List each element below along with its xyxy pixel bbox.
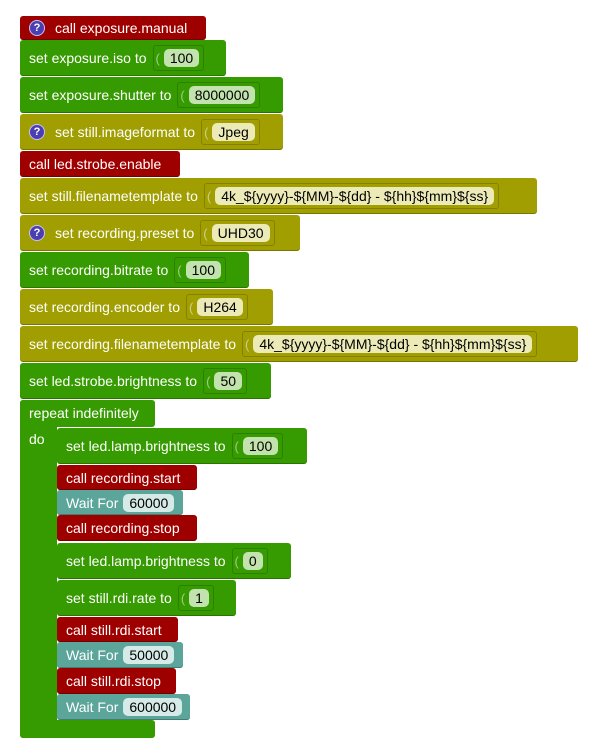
block-label: set recording.preset to — [55, 225, 195, 241]
block-label: call exposure.manual — [55, 20, 188, 36]
call-led-strobe-enable-block[interactable]: call led.strobe.enable — [20, 151, 180, 177]
block-label: set recording.encoder to — [29, 299, 180, 315]
block-label: set led.lamp.brightness to — [66, 553, 226, 569]
do-label: do — [29, 431, 45, 447]
set-exposure-iso-block[interactable]: set exposure.iso to 100 — [20, 40, 226, 76]
block-label: Wait For — [66, 494, 119, 511]
value-field[interactable]: 4k_${yyyy}-${MM}-${dd} - ${hh}${mm}${ss} — [215, 187, 495, 205]
value-field[interactable]: UHD30 — [211, 224, 270, 242]
call-still-rdi-stop-block[interactable]: call still.rdi.stop — [57, 668, 176, 694]
call-exposure-manual-block[interactable]: ? call exposure.manual — [20, 16, 206, 40]
value-field[interactable]: 4k_${yyyy}-${MM}-${dd} - ${hh}${mm}${ss} — [253, 335, 533, 353]
block-label: set led.strobe.brightness to — [29, 373, 198, 389]
set-led-lamp-brightness-block[interactable]: set led.lamp.brightness to 100 — [57, 428, 307, 464]
value-field[interactable]: H264 — [197, 298, 243, 316]
block-label: set still.filenametemplate to — [29, 188, 198, 204]
value-field[interactable]: 100 — [185, 261, 221, 279]
block-label: set recording.bitrate to — [29, 262, 169, 278]
value-field[interactable]: 100 — [163, 49, 200, 67]
value-field[interactable]: 1 — [189, 589, 209, 607]
repeat-label: repeat indefinitely — [29, 405, 139, 421]
block-label: set exposure.shutter to — [29, 87, 172, 103]
value-field[interactable]: 8000000 — [188, 86, 256, 104]
block-label: set still.rdi.rate to — [66, 590, 172, 606]
block-label: set recording.filenametemplate to — [29, 336, 236, 352]
value-field[interactable]: 600000 — [123, 698, 183, 716]
help-icon[interactable]: ? — [29, 124, 45, 140]
set-still-rdi-rate-block[interactable]: set still.rdi.rate to 1 — [57, 580, 236, 616]
wait-for-block[interactable]: Wait For 60000 — [57, 490, 183, 515]
block-label: Wait For — [66, 647, 119, 663]
value-field[interactable]: 100 — [242, 437, 279, 455]
value-field[interactable]: 50 — [214, 372, 243, 390]
call-recording-start-block[interactable]: call recording.start — [57, 465, 197, 490]
set-led-lamp-brightness-block[interactable]: set led.lamp.brightness to 0 — [57, 543, 291, 579]
value-field[interactable]: Jpeg — [212, 123, 255, 141]
set-still-filenametemplate-block[interactable]: set still.filenametemplate to 4k_${yyyy}-… — [20, 178, 537, 214]
block-label: call led.strobe.enable — [29, 156, 162, 172]
wait-for-block[interactable]: Wait For 50000 — [57, 642, 183, 668]
block-label: Wait For — [66, 699, 119, 715]
block-label: call recording.stop — [66, 520, 180, 536]
value-field[interactable]: 60000 — [123, 493, 175, 512]
call-recording-stop-block[interactable]: call recording.stop — [57, 515, 197, 541]
value-field[interactable]: 50000 — [123, 646, 175, 664]
wait-for-block[interactable]: Wait For 600000 — [57, 694, 190, 720]
call-still-rdi-start-block[interactable]: call still.rdi.start — [57, 617, 178, 642]
block-label: call still.rdi.start — [66, 621, 162, 638]
block-label: set led.lamp.brightness to — [66, 438, 226, 454]
set-recording-bitrate-block[interactable]: set recording.bitrate to 100 — [20, 252, 249, 288]
block-label: set still.imageformat to — [55, 124, 196, 140]
value-field[interactable]: 0 — [242, 552, 263, 570]
help-icon[interactable]: ? — [29, 225, 45, 241]
block-label: call recording.start — [66, 469, 181, 486]
set-exposure-shutter-block[interactable]: set exposure.shutter to 8000000 — [20, 77, 283, 113]
block-label: call still.rdi.stop — [66, 673, 161, 689]
block-label: set exposure.iso to — [29, 50, 147, 66]
help-icon[interactable]: ? — [29, 20, 45, 36]
set-led-strobe-brightness-block[interactable]: set led.strobe.brightness to 50 — [20, 363, 271, 399]
set-recording-encoder-block[interactable]: set recording.encoder to H264 — [20, 289, 273, 325]
set-recording-filenametemplate-block[interactable]: set recording.filenametemplate to 4k_${yy… — [20, 326, 578, 362]
set-recording-preset-block[interactable]: ? set recording.preset to UHD30 — [20, 215, 300, 251]
set-still-imageformat-block[interactable]: ? set still.imageformat to Jpeg — [20, 114, 283, 150]
